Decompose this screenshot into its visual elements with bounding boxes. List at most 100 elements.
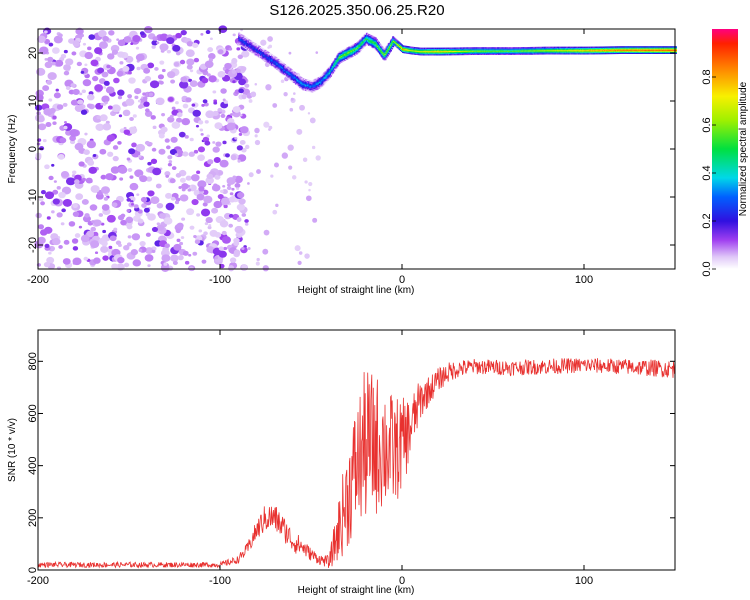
ridge-cell bbox=[358, 47, 361, 50]
ridge-cell bbox=[368, 42, 371, 44]
ridge-cell bbox=[619, 51, 622, 53]
ridge-cell bbox=[333, 63, 336, 65]
ridge-cell bbox=[291, 70, 294, 72]
ridge-cell bbox=[555, 48, 558, 51]
ridge-cell bbox=[468, 49, 471, 51]
ridge-cell bbox=[424, 48, 427, 51]
ridge-cell bbox=[502, 53, 505, 55]
ridge-cell bbox=[393, 39, 396, 41]
ridge-cell bbox=[358, 41, 361, 43]
noise-blob bbox=[236, 47, 241, 51]
ridge-cell bbox=[281, 63, 284, 65]
ridge-cell bbox=[666, 52, 669, 54]
ridge-cell bbox=[391, 42, 394, 44]
noise-blob bbox=[106, 134, 115, 142]
ridge-cell bbox=[353, 52, 356, 54]
ridge-cell bbox=[646, 47, 649, 49]
noise-blob bbox=[90, 59, 99, 67]
ridge-cell bbox=[370, 36, 373, 38]
ridge-cell bbox=[474, 50, 477, 52]
ridge-cell bbox=[587, 48, 590, 51]
ridge-cell bbox=[567, 49, 570, 52]
ridge-cell bbox=[300, 81, 303, 83]
ridge-cell bbox=[533, 52, 536, 54]
ridge-cell bbox=[654, 51, 657, 53]
noise-blob bbox=[118, 114, 123, 118]
ridge-cell bbox=[538, 51, 541, 53]
ridge-cell bbox=[397, 41, 400, 43]
ridge-cell bbox=[344, 59, 347, 61]
ridge-cell bbox=[353, 50, 356, 53]
ridge-cell bbox=[423, 50, 426, 53]
ridge-cell bbox=[356, 46, 359, 49]
ridge-cell bbox=[530, 50, 533, 52]
ridge-cell bbox=[383, 57, 386, 59]
ridge-cell bbox=[529, 51, 532, 53]
ridge-cell bbox=[415, 53, 418, 55]
ridge-cell bbox=[376, 45, 379, 47]
ridge-cell bbox=[585, 49, 588, 52]
ridge-cell bbox=[464, 47, 467, 49]
ridge-cell bbox=[522, 47, 525, 49]
ridge-cell bbox=[602, 52, 605, 55]
ridge-cell bbox=[240, 39, 243, 41]
ridge-cell bbox=[294, 79, 297, 81]
ridge-cell bbox=[605, 47, 608, 49]
ridge-cell bbox=[445, 50, 448, 53]
ridge-cell bbox=[609, 46, 612, 48]
ridge-cell bbox=[310, 85, 313, 88]
noise-blob bbox=[108, 245, 113, 250]
noise-blob bbox=[96, 115, 101, 120]
ridge-cell bbox=[541, 51, 544, 53]
ridge-cell bbox=[422, 47, 425, 50]
noise-blob bbox=[191, 198, 199, 206]
noise-blob bbox=[195, 124, 200, 128]
ridge-cell bbox=[376, 42, 379, 44]
ridge-cell bbox=[638, 46, 641, 48]
noise-blob bbox=[139, 31, 145, 36]
ridge-cell bbox=[448, 48, 451, 51]
ridge-cell bbox=[364, 38, 367, 41]
ridge-cell bbox=[341, 58, 344, 60]
ridge-cell bbox=[365, 34, 368, 37]
ridge-cell bbox=[260, 49, 263, 51]
noise-blob bbox=[128, 77, 136, 84]
ridge-cell bbox=[586, 53, 589, 55]
ridge-cell bbox=[329, 74, 332, 76]
ridge-cell bbox=[524, 53, 527, 55]
ridge-cell bbox=[565, 48, 568, 51]
ridge-cell bbox=[533, 47, 536, 50]
ridge-cell bbox=[585, 51, 588, 54]
ridge-cell bbox=[371, 36, 374, 39]
ridge-cell bbox=[254, 53, 257, 56]
ridge-cell bbox=[312, 80, 315, 83]
ridge-cell bbox=[298, 82, 301, 85]
ridge-cell bbox=[239, 42, 242, 45]
ridge-cell bbox=[585, 47, 588, 50]
ridge-cell bbox=[472, 51, 475, 53]
ridge-cell bbox=[272, 59, 275, 61]
ridge-cell bbox=[495, 48, 498, 50]
ridge-cell bbox=[299, 85, 302, 88]
ridge-cell bbox=[419, 52, 422, 55]
ridge-cell bbox=[439, 54, 442, 56]
noise-blob bbox=[185, 175, 192, 181]
ridge-cell bbox=[434, 54, 437, 56]
noise-blob bbox=[180, 76, 188, 83]
ridge-cell bbox=[282, 65, 285, 67]
ridge-cell bbox=[406, 47, 409, 49]
ridge-cell bbox=[385, 57, 388, 59]
ridge-cell bbox=[266, 55, 269, 57]
ridge-cell bbox=[412, 46, 415, 49]
ridge-cell bbox=[265, 54, 268, 57]
ridge-cell bbox=[410, 47, 413, 50]
ridge-cell bbox=[350, 46, 353, 48]
ridge-cell bbox=[478, 51, 481, 53]
ridge-cell bbox=[440, 49, 443, 52]
noise-blob bbox=[145, 108, 150, 113]
ridge-cell bbox=[446, 51, 449, 54]
ridge-cell bbox=[626, 51, 629, 53]
ridge-cell bbox=[327, 78, 330, 80]
ridge-cell bbox=[577, 47, 580, 50]
